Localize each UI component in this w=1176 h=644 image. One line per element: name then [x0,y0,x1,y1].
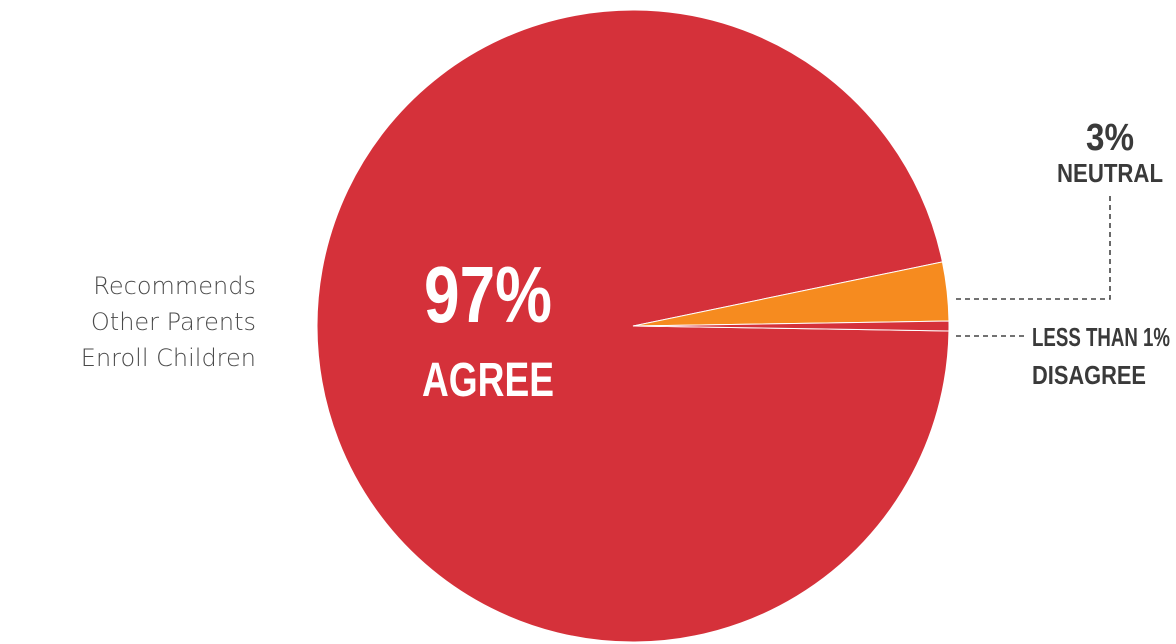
leader-lines [956,194,1111,337]
side-label-line-2: Other Parents [90,308,256,336]
agree-name-label: AGREE [422,354,554,407]
side-label-line-1: Recommends [93,272,256,300]
agree-pct-label: 97% [424,250,552,339]
leader-line-neutral [956,194,1111,300]
chart-side-label: Recommends Other Parents Enroll Children [8,268,256,376]
disagree-pct-label: LESS THAN 1% [1032,322,1170,352]
pie-slice-disagree [632,320,950,332]
disagree-name-label: DISAGREE [1032,360,1146,390]
neutral-pct-label: 3% [1086,117,1134,159]
side-label-line-3: Enroll Children [80,344,256,372]
neutral-name-label: NEUTRAL [1057,158,1163,188]
pie-slices [316,9,950,643]
